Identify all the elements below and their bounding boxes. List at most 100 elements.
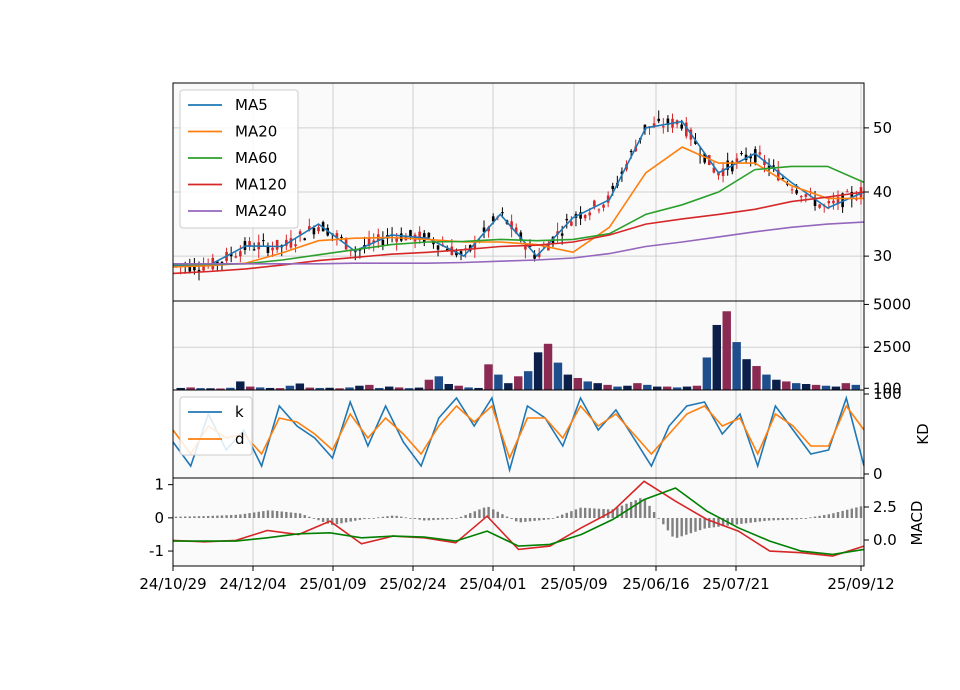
macd-hist-bar — [239, 514, 242, 518]
macd-hist-bar — [680, 518, 683, 537]
volume-bar — [811, 384, 821, 390]
macd-hist-bar — [813, 516, 817, 518]
volume-bar — [682, 386, 692, 390]
volume-bar — [255, 387, 265, 390]
candle-body — [827, 201, 831, 204]
macd-hist-bar — [349, 518, 352, 522]
macd-hist-bar — [220, 515, 224, 518]
candle-body — [758, 152, 762, 155]
xtick-label-4: 25/04/01 — [459, 575, 526, 593]
candle-body — [312, 228, 316, 235]
price-legend: MA5 MA20 MA60 MA120 MA240 — [179, 89, 299, 229]
macd-hist-bar — [280, 511, 283, 518]
panel-frame-macd — [172, 477, 865, 567]
volume-bar — [633, 383, 642, 390]
macd-hist-bar — [225, 515, 228, 518]
macd-hist-bar — [542, 518, 545, 520]
volume-bar — [335, 388, 344, 390]
candle-body — [602, 204, 605, 208]
legend-label-ma120: MA120 — [235, 176, 287, 194]
volume-bar — [424, 379, 434, 390]
volume-bar — [196, 388, 205, 390]
price-legend-box — [179, 89, 299, 229]
macd-hist-bar — [271, 510, 274, 518]
candle-body — [818, 204, 821, 208]
macd-hist-bar — [772, 518, 775, 521]
macd-hist-bar — [666, 518, 670, 531]
ytick-label-macd-left-2: 1 — [154, 476, 164, 494]
macd-hist-bar — [841, 510, 844, 518]
macd-hist-bar — [312, 518, 316, 519]
volume-bar — [742, 359, 751, 390]
macd-hist-bar — [767, 518, 771, 521]
volume-bar — [434, 376, 444, 390]
macd-hist-bar — [519, 518, 522, 523]
candle-body — [790, 189, 794, 191]
macd-hist-bar — [482, 507, 486, 518]
macd-hist-bar — [749, 518, 752, 523]
macd-hist-bar — [464, 514, 467, 518]
macd-hist-bar — [515, 518, 518, 522]
xtick-label-7: 25/07/21 — [702, 575, 769, 593]
macd-hist-bar — [556, 516, 559, 518]
candle-body — [202, 266, 205, 271]
macd-hist-bar — [740, 518, 743, 524]
legend-label-ma60: MA60 — [235, 149, 277, 167]
ytick-label-price-2: 50 — [873, 119, 892, 137]
macd-hist-bar — [846, 509, 849, 518]
macd-hist-bar — [344, 518, 348, 523]
candle-body — [845, 191, 849, 193]
candle-body — [519, 232, 523, 241]
macd-hist-bar — [804, 518, 808, 519]
volume-bar — [305, 387, 314, 390]
macd-hist-bar — [446, 518, 449, 520]
volume-bar — [345, 387, 354, 390]
macd-hist-bar — [395, 515, 398, 518]
macd-hist-bar — [289, 512, 293, 518]
macd-hist-bar — [174, 516, 178, 518]
volume-bar — [613, 386, 622, 390]
candle-body — [455, 251, 458, 256]
candle-body — [252, 249, 256, 251]
macd-hist-bar — [413, 518, 417, 519]
macd-hist-bar — [721, 518, 725, 527]
macd-hist-bar — [648, 505, 651, 518]
panel-bg-kd — [173, 390, 864, 478]
macd-hist-bar — [193, 516, 196, 518]
xtick-label-3: 25/02/24 — [379, 575, 446, 593]
macd-hist-bar — [423, 518, 426, 521]
macd-hist-bar — [459, 516, 463, 518]
candle-body — [583, 214, 587, 219]
macd-hist-bar — [377, 517, 380, 519]
macd-hist-bar — [298, 513, 302, 518]
candle-body — [317, 227, 320, 232]
macd-hist-bar — [685, 518, 688, 535]
macd-hist-bar — [597, 508, 601, 518]
macd-hist-bar — [533, 518, 536, 521]
candle-body — [418, 231, 421, 241]
volume-bar — [603, 384, 612, 390]
macd-hist-bar — [708, 518, 711, 528]
candle-body — [560, 233, 564, 236]
macd-hist-bar — [629, 501, 633, 518]
price-line-ma5 — [172, 120, 865, 267]
candle-body — [694, 140, 697, 144]
price-line-ma240 — [173, 221, 865, 265]
macd-hist-bar — [602, 509, 605, 518]
ytick-label-volume-0: 100 — [873, 379, 902, 397]
macd-hist-bar — [469, 513, 472, 518]
macd-hist-bar — [473, 511, 477, 518]
candle-body — [234, 256, 238, 258]
volume-bar — [851, 384, 860, 390]
candle-body — [597, 209, 601, 211]
macd-hist-bar — [634, 500, 637, 518]
macd-hist-bar — [616, 507, 619, 518]
macd-line-0 — [172, 480, 865, 557]
volume-bar — [692, 385, 702, 390]
candle-body — [188, 263, 192, 272]
candle-body — [248, 241, 251, 247]
macd-hist-bar — [188, 516, 191, 518]
macd-hist-bar — [285, 511, 288, 518]
ytick-label-price-1: 40 — [873, 183, 892, 201]
macd-hist-bar — [303, 515, 306, 518]
